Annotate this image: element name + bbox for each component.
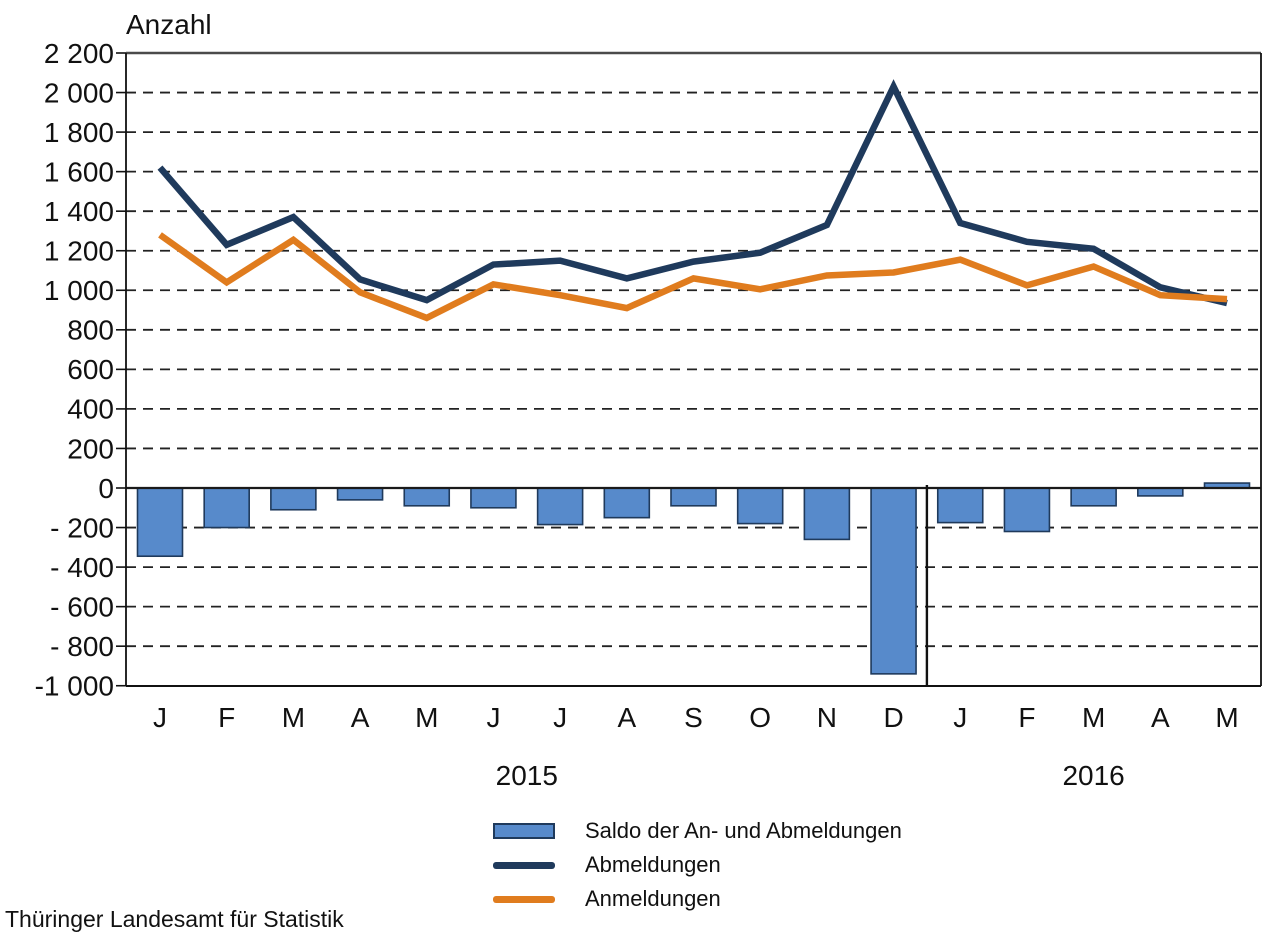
legend-item-saldo: Saldo der An- und Abmeldungen [493, 817, 902, 845]
y-axis-label: 2 000 [44, 77, 114, 108]
saldo-bar [1137, 487, 1184, 497]
y-axis-label: 1 000 [44, 275, 114, 306]
y-axis-label: 400 [67, 394, 114, 425]
x-axis-month-label: F [218, 702, 235, 733]
x-axis-month-label: M [1215, 702, 1238, 733]
saldo-bar [1070, 487, 1117, 507]
y-axis-label: 800 [67, 315, 114, 346]
y-axis-label: 0 [98, 473, 114, 504]
y-axis-label: -1 000 [35, 671, 114, 702]
y-axis-title: Anzahl [126, 9, 212, 40]
source-attribution: Thüringer Landesamt für Statistik [5, 906, 344, 932]
y-axis-label: 1 200 [44, 236, 114, 267]
legend-label-abmeldungen: Abmeldungen [585, 852, 721, 877]
saldo-bar [536, 487, 584, 526]
anmeldungen-line-swatch [493, 895, 555, 903]
x-axis-month-label: J [153, 702, 167, 733]
saldo-bar [136, 487, 184, 558]
saldo-bar [203, 487, 250, 529]
x-axis-month-label: A [1151, 702, 1170, 733]
legend-item-anmeldungen: Anmeldungen [493, 885, 902, 913]
legend: Saldo der An- und Abmeldungen Abmeldunge… [493, 817, 902, 913]
y-axis-label: - 600 [50, 591, 114, 622]
x-axis-month-label: N [817, 702, 837, 733]
saldo-bar [403, 487, 451, 507]
y-axis-label: 200 [67, 433, 114, 464]
saldo-bar [736, 487, 784, 525]
saldo-bar [1003, 487, 1051, 533]
saldo-bar-swatch [493, 823, 555, 839]
x-axis-year-label: 2016 [1062, 760, 1124, 791]
x-axis-month-label: A [617, 702, 636, 733]
saldo-bar [270, 487, 317, 511]
saldo-bar [803, 487, 851, 541]
saldo-bar [603, 487, 651, 519]
x-axis-month-label: A [351, 702, 370, 733]
saldo-bar [336, 487, 384, 501]
x-axis-month-label: J [486, 702, 500, 733]
legend-item-abmeldungen: Abmeldungen [493, 851, 902, 879]
y-axis-label: 600 [67, 354, 114, 385]
y-axis-label: 1 600 [44, 156, 114, 187]
x-axis-month-label: M [282, 702, 305, 733]
saldo-bar [936, 487, 984, 524]
x-axis-year-label: 2015 [496, 760, 558, 791]
y-axis-label: 1 400 [44, 196, 114, 227]
abmeldungen-line [157, 79, 1228, 307]
x-axis-month-label: F [1018, 702, 1035, 733]
y-axis-label: - 200 [50, 512, 114, 543]
y-axis-label: - 800 [50, 631, 114, 662]
x-axis-month-label: J [953, 702, 967, 733]
y-axis-label: 2 200 [44, 38, 114, 69]
x-axis-month-label: M [1082, 702, 1105, 733]
x-axis-month-label: S [684, 702, 703, 733]
x-axis-month-label: M [415, 702, 438, 733]
saldo-bar [870, 487, 917, 675]
legend-label-saldo: Saldo der An- und Abmeldungen [585, 818, 902, 843]
abmeldungen-line-swatch [493, 861, 555, 869]
y-axis-label: - 400 [50, 552, 114, 583]
legend-label-anmeldungen: Anmeldungen [585, 886, 721, 911]
y-axis-label: 1 800 [44, 117, 114, 148]
saldo-bar [670, 487, 717, 507]
anmeldungen-line [158, 232, 1228, 322]
x-axis-month-label: O [749, 702, 771, 733]
x-axis-month-label: J [553, 702, 567, 733]
x-axis-month-label: D [883, 702, 903, 733]
saldo-bar [470, 487, 517, 509]
